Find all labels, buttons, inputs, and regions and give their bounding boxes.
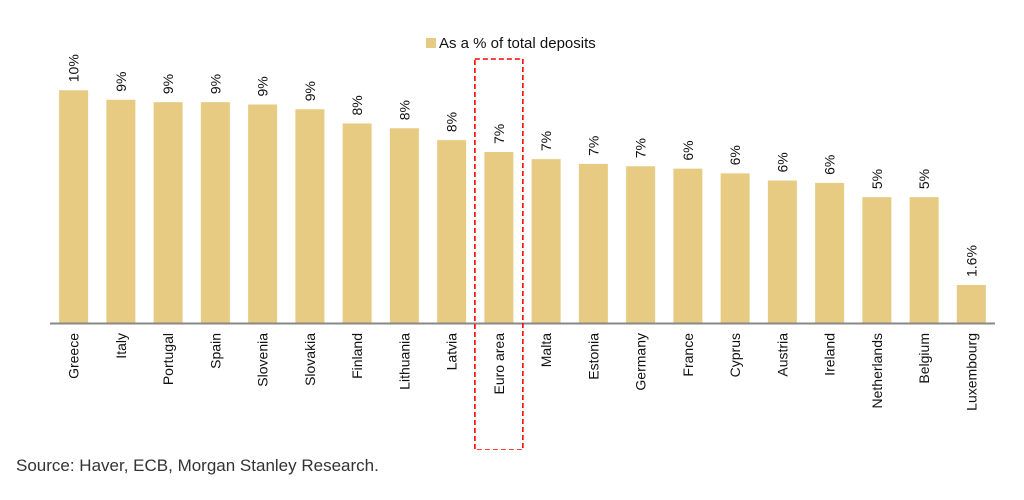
source-note: Source: Haver, ECB, Morgan Stanley Resea… (16, 456, 379, 475)
data-label: 7% (633, 138, 649, 158)
data-label: 6% (680, 140, 696, 160)
category-label: Italy (113, 333, 129, 359)
bar-italy (106, 99, 136, 323)
data-label: 8% (444, 112, 460, 132)
bar-chart: As a % of total deposits 10% Greece 9% Ital… (50, 35, 995, 450)
category-label: Slovakia (302, 333, 318, 386)
data-label: 6% (727, 145, 743, 165)
bar-slovenia (248, 104, 278, 323)
category-label: Malta (538, 333, 554, 367)
category-label: Belgium (916, 333, 932, 384)
bar-estonia (578, 163, 608, 323)
bar-slovakia (295, 109, 325, 323)
bar-lithuania (389, 128, 419, 323)
legend-swatch (426, 38, 436, 48)
data-label: 9% (113, 72, 129, 92)
bar-ireland (815, 182, 845, 323)
category-label: France (680, 333, 696, 377)
category-label: Slovenia (255, 333, 271, 387)
legend-label: As a % of total deposits (439, 35, 596, 52)
bar-greece (59, 90, 89, 323)
bar-portugal (153, 102, 183, 323)
data-label: 8% (396, 100, 412, 120)
legend: As a % of total deposits (426, 35, 596, 52)
bar-germany (626, 166, 656, 323)
bar-france (673, 168, 703, 323)
highlight-box (474, 58, 524, 450)
bar-euro-area (484, 152, 514, 323)
category-label: Austria (774, 333, 790, 377)
data-label: 7% (538, 131, 554, 151)
category-label: Latvia (444, 333, 460, 371)
category-label: Cyprus (727, 333, 743, 377)
category-label: Portugal (160, 333, 176, 385)
category-label: Germany (633, 333, 649, 391)
category-label: Finland (349, 333, 365, 379)
bar-belgium (909, 197, 939, 323)
bar-cyprus (720, 173, 750, 323)
bar-luxembourg (956, 285, 986, 323)
category-label: Lithuania (396, 333, 412, 390)
category-label: Estonia (585, 333, 601, 380)
data-label: 9% (160, 74, 176, 94)
data-label: 7% (585, 136, 601, 156)
category-label: Spain (207, 333, 223, 369)
data-label: 5% (916, 169, 932, 189)
bar-latvia (437, 140, 467, 323)
data-label: 9% (207, 74, 223, 94)
data-label: 7% (491, 124, 507, 144)
data-label: 6% (774, 152, 790, 172)
data-label: 9% (302, 81, 318, 101)
category-label: Euro area (491, 333, 507, 395)
data-label: 5% (869, 169, 885, 189)
bar-netherlands (862, 197, 892, 323)
bar-finland (342, 123, 372, 323)
data-label: 9% (255, 76, 271, 96)
category-label: Luxembourg (963, 333, 979, 411)
data-label: 8% (349, 95, 365, 115)
data-label: 1.6% (963, 245, 979, 277)
data-label: 6% (822, 155, 838, 175)
category-label: Netherlands (869, 333, 885, 409)
bar-austria (767, 180, 797, 323)
data-label: 10% (66, 54, 82, 82)
category-label: Ireland (822, 333, 838, 376)
bar-malta (531, 159, 561, 323)
bar-spain (200, 102, 230, 323)
category-label: Greece (66, 333, 82, 379)
